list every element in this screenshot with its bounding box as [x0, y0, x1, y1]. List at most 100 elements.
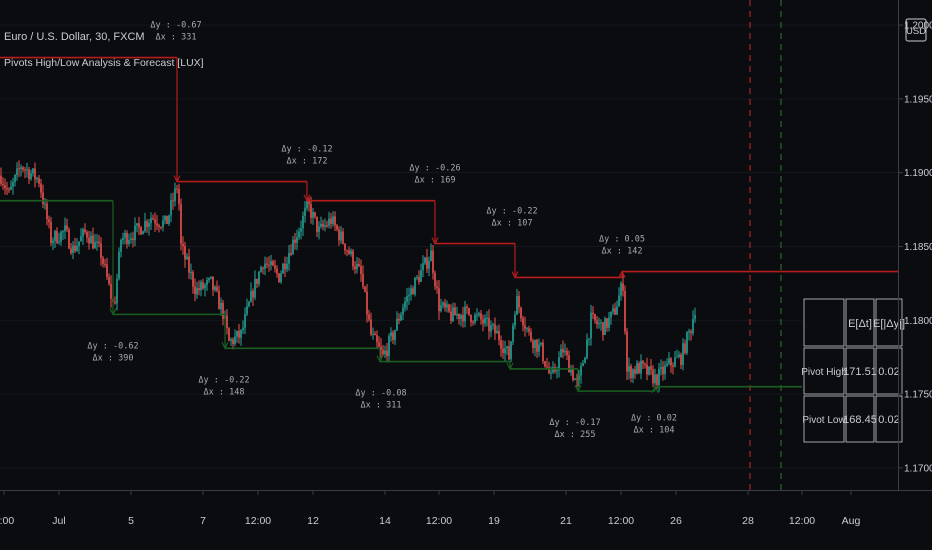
candle-body: [686, 332, 688, 353]
candle-body: [314, 212, 316, 217]
candle-body: [522, 318, 524, 326]
stats-table-value: 0.02: [878, 414, 899, 426]
candle-body: [464, 306, 466, 322]
stats-table-header: E[Δt]: [848, 318, 872, 330]
candle-body: [438, 288, 440, 312]
candle-body: [168, 215, 170, 224]
candle-body: [88, 237, 90, 244]
candle-body: [288, 252, 290, 264]
candle-body: [182, 243, 184, 247]
candle-body: [376, 335, 378, 343]
candle-body: [232, 339, 234, 344]
candle-body: [440, 305, 442, 312]
candle-body: [94, 241, 96, 249]
candle-body: [116, 278, 118, 304]
grid: [0, 24, 898, 469]
candle-body: [152, 218, 154, 220]
candle-body: [128, 239, 130, 244]
candle-body: [202, 282, 204, 289]
candle-body: [410, 288, 412, 296]
candle-body: [682, 343, 684, 365]
candle-body: [336, 225, 338, 230]
candle-body: [486, 317, 488, 319]
candle-body: [10, 186, 12, 190]
symbol-title[interactable]: Euro / U.S. Dollar, 30, FXCM: [4, 31, 145, 43]
candle-body: [616, 306, 618, 315]
candle-body: [64, 225, 66, 232]
candle-body: [680, 354, 682, 365]
candle-body: [508, 346, 510, 360]
candle-body: [278, 273, 280, 283]
candle-body: [36, 178, 38, 180]
price-tick-label: 1.18500: [904, 242, 932, 253]
indicator-title[interactable]: Pivots High/Low Analysis & Forecast [LUX…: [4, 57, 204, 69]
candle-body: [476, 314, 478, 316]
stats-table-cell: [845, 347, 875, 395]
pivot-high-dy: Δy : -0.26: [409, 164, 460, 174]
candle-body: [216, 286, 218, 291]
candle-body: [138, 223, 140, 228]
stats-table-cell: [803, 347, 845, 395]
stats-table-cell: [803, 395, 845, 443]
candle-body: [254, 278, 256, 298]
time-tick-label: 5: [128, 515, 134, 527]
candle-body: [248, 301, 250, 307]
stats-table-cell: [803, 298, 845, 347]
candle-body: [506, 346, 508, 349]
candle-body: [242, 327, 244, 331]
candle-body: [544, 361, 546, 367]
candle-body: [534, 339, 536, 348]
stats-table-value: Pivot High: [801, 367, 847, 378]
candle-body: [504, 348, 506, 354]
candle-body: [282, 263, 284, 274]
candle-body: [338, 229, 340, 241]
candle-body: [0, 175, 2, 184]
stats-table-cell: [875, 395, 903, 443]
candle-body: [294, 239, 296, 243]
candle-body: [444, 302, 446, 308]
price-tick-label: 1.19000: [904, 168, 932, 179]
candle-body: [460, 314, 462, 319]
candle-body: [498, 331, 500, 341]
candle-body: [574, 378, 576, 380]
price-tick-label: 1.17000: [904, 463, 932, 474]
price-tick-label: 1.19500: [904, 94, 932, 105]
candle-body: [66, 225, 68, 230]
pivot-annotations: Δy : -0.67 Δx : 331 Δy : -0.12 Δx : 172 Δy :…: [87, 21, 677, 441]
candle-body: [98, 241, 100, 244]
currency-badge[interactable]: USD: [905, 18, 927, 42]
candle-body: [358, 263, 360, 267]
stats-table-cell: [845, 395, 875, 443]
time-axis[interactable]: 2:00 Jul 5 7 12:00 12 14 12:00 19 21 12:00 26 28 12:0…: [0, 490, 860, 527]
pivot-low-dy: Δy : -0.22: [198, 375, 249, 385]
candle-body: [578, 375, 580, 380]
candle-body: [598, 323, 600, 325]
candle-body: [468, 307, 470, 315]
candle-body: [296, 237, 298, 243]
candle-body: [348, 250, 350, 254]
candle-body: [584, 357, 586, 364]
candle-body: [96, 241, 98, 243]
candle-body: [220, 302, 222, 310]
candle-body: [206, 280, 208, 285]
price-axis[interactable]: 1.20000 1.19500 1.19000 1.18500 1.18000 1.175…: [898, 21, 932, 475]
candle-body: [54, 230, 56, 241]
candle-body: [662, 366, 664, 375]
candle-body: [198, 288, 200, 291]
candle-body: [446, 304, 448, 308]
candle-body: [670, 358, 672, 366]
candle-body: [600, 322, 602, 324]
candle-body: [614, 308, 616, 315]
candle-body: [650, 366, 652, 370]
candle-body: [8, 189, 10, 191]
candle-body: [14, 175, 16, 182]
candle-body: [436, 286, 438, 289]
candle-body: [38, 178, 40, 184]
time-tick-label: 12:00: [245, 515, 271, 527]
candle-body: [602, 322, 604, 335]
candle-body: [392, 332, 394, 340]
candle-body: [74, 245, 76, 251]
candles: [0, 160, 696, 393]
